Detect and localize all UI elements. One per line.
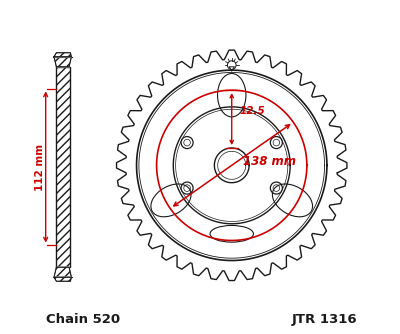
Polygon shape: [54, 57, 72, 67]
Bar: [56, 67, 70, 267]
Text: 138 mm: 138 mm: [244, 156, 296, 168]
Text: Chain 520: Chain 520: [46, 314, 120, 326]
Polygon shape: [54, 267, 72, 277]
Polygon shape: [54, 53, 72, 57]
Text: JTR 1316: JTR 1316: [291, 314, 357, 326]
Polygon shape: [54, 277, 72, 281]
Text: 112 mm: 112 mm: [35, 143, 45, 191]
Text: 12.5: 12.5: [239, 106, 265, 116]
